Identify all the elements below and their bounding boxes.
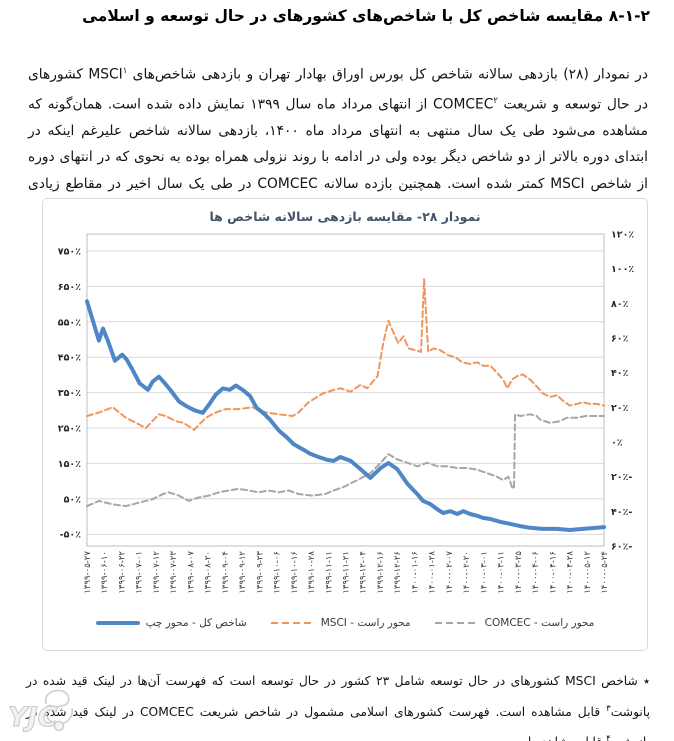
series-line-شاخص-کل (85, 299, 606, 532)
right-axis-tick-label: ۸۰٪ (611, 299, 629, 310)
x-axis-tick-label: ۱۴۰۰-۰۵-۱۲ (583, 551, 593, 594)
legend-label-comcec: محور راست - COMCEC (484, 617, 595, 629)
x-axis-tick-label: ۱۳۹۹-۰۶-۲۲ (117, 551, 127, 594)
x-axis-tick-label: ۱۳۹۹-۰۷-۲۳ (169, 551, 179, 594)
series-line-comcec (86, 413, 605, 508)
legend-label-msci: محور راست - MSCI (320, 617, 411, 629)
x-axis-tick-label: ۱۳۹۹-۰۸-۲۰ (204, 551, 214, 594)
x-axis-tick-label: ۱۴۰۰-۰۱-۲۸ (428, 551, 438, 594)
body-text-segment: کشورهای در حال توسعه و شریعت COMCEC (28, 66, 648, 113)
body-text-segment: در نمودار (۲۸) بازدهی سالانه شاخص کل بور… (88, 66, 648, 83)
footnote-text-segment: قابل مشاهده است. (502, 735, 606, 741)
right-axis-tick-label: ۶۰٪- (611, 542, 632, 553)
yjc-watermark-logo: YJC (7, 689, 73, 734)
body-text-segment: از انتهای مرداد ماه سال ۱۳۹۹ نمایش داده … (28, 96, 648, 218)
left-axis-tick-label: ۵۵۰٪ (58, 317, 81, 328)
chart-legend: شاخص کل - محور چپ محور راست - MSCI محور … (43, 617, 647, 629)
chart-plot-area: ۷۵۰٪ ۶۵۰٪ ۵۵۰٪ ۴۵۰٪ ۳۵۰٪ ۲۵۰٪ ۱۵۰٪ ۵۰٪ -۵۰٪ ۱۲۰٪ ۱… (58, 230, 635, 594)
series-line-msci (86, 278, 605, 431)
x-axis-tick-label: ۱۴۰۰-۰۵-۲۴ (600, 551, 610, 594)
footnote-ref-1: ۱ (122, 65, 128, 76)
x-axis-tick-label: ۱۳۹۹-۱۰-۰۶ (273, 551, 283, 594)
left-axis-tick-label: ۲۵۰٪ (58, 424, 81, 435)
footnote-text-segment: ٭ شاخص MSCI کشورهای در حال توسعه شامل ۲۳… (26, 674, 651, 719)
x-axis-tick-label: ۱۴۰۰-۰۲-۲۰ (462, 551, 472, 594)
left-axis-tick-label: ۵۰٪ (64, 494, 82, 505)
right-axis-tick-label: ۰٪ (611, 438, 623, 449)
x-axis-tick-label: ۱۴۰۰-۰۲-۰۷ (445, 551, 455, 594)
left-axis-tick-label: -۵۰٪ (60, 530, 82, 541)
x-axis-tick-label: ۱۳۹۹-۰۹-۲۳ (255, 551, 265, 594)
x-axis-tick-label: ۱۳۹۹-۱۱-۲۱ (342, 551, 352, 594)
x-axis-tick-label: ۱۴۰۰-۰۴-۰۶ (531, 551, 541, 594)
body-paragraph: در نمودار (۲۸) بازدهی سالانه شاخص کل بور… (28, 58, 648, 224)
x-axis-tick-label: ۱۳۹۹-۰۷-۱۲ (152, 551, 162, 594)
chart-title: نمودار ۲۸- مقایسه بازدهی سالانه شاخص ها (209, 209, 481, 224)
right-axis-tick-label: ۲۰٪- (611, 472, 632, 483)
legend-item-msci: محور راست - MSCI (270, 617, 411, 629)
x-axis-tick-label: ۱۳۹۹-۱۱-۱۱ (324, 551, 334, 594)
right-axis-tick-label: ۱۲۰٪ (611, 230, 634, 241)
legend-swatch-comcec (434, 621, 479, 625)
footnote-text-segment: قابل مشاهده است. فهرست کشورهای اسلامی مش… (26, 704, 650, 741)
watermark-text: YJC (8, 702, 58, 733)
chart-figure: نمودار ۲۸- مقایسه بازدهی سالانه شاخص ها … (42, 198, 648, 651)
legend-swatch-msci (270, 621, 315, 625)
x-axis-tick-label: ۱۳۹۹-۰۸-۰۷ (186, 551, 196, 594)
left-axis-tick-label: ۱۵۰٪ (58, 459, 81, 470)
x-axis-tick-label: ۱۳۹۹-۱۰-۱۶ (290, 551, 300, 594)
x-axis-tick-label: ۱۴۰۰-۰۳-۰۱ (479, 551, 489, 594)
x-axis-tick-label: ۱۴۰۰-۰۳-۱۱ (497, 551, 507, 594)
footnote-ref-4: ۴ (606, 734, 611, 741)
left-axis-tick-label: ۷۵۰٪ (58, 247, 81, 258)
right-axis-tick-label: ۶۰٪ (611, 334, 629, 345)
right-axis-tick-label: ۴۰٪ (611, 368, 629, 379)
legend-item-comcec: محور راست - COMCEC (434, 617, 595, 629)
x-axis-tick-label: ۱۴۰۰-۰۱-۱۶ (410, 551, 420, 594)
left-axis-tick-label: ۴۵۰٪ (58, 353, 81, 364)
left-axis-tick-label: ۳۵۰٪ (58, 388, 81, 399)
x-axis-tick-label: ۱۳۹۹-۱۲-۱۶ (376, 551, 386, 594)
left-axis-tick-label: ۶۵۰٪ (58, 282, 81, 293)
x-axis-tick-label: ۱۳۹۹-۱۲-۲۶ (393, 551, 403, 594)
footnotes: ٭ شاخص MSCI کشورهای در حال توسعه شامل ۲۳… (26, 668, 650, 741)
right-axis-tick-label: ۲۰٪ (611, 403, 629, 414)
x-axis-tick-label: ۱۳۹۹-۱۲-۰۴ (359, 551, 369, 594)
x-axis-tick-label: ۱۴۰۰-۰۳-۲۵ (514, 551, 524, 594)
x-axis-tick-label: ۱۳۹۹-۰۹-۰۴ (221, 551, 231, 594)
footnote-ref-3: ۳ (606, 703, 611, 714)
x-axis-tick-label: ۱۳۹۹-۰۷-۰۱ (135, 551, 145, 594)
plot-border (86, 233, 605, 547)
right-axis-tick-label: ۴۰٪- (611, 507, 632, 518)
legend-item-total-index: شاخص کل - محور چپ (95, 617, 247, 629)
x-axis-tick-label: ۱۳۹۹-۰۹-۱۲ (238, 551, 248, 594)
x-axis-tick-label: ۱۳۹۹-۰۵-۲۷ (83, 551, 93, 594)
legend-swatch-total-index (95, 621, 140, 625)
section-heading: ۸-۱-۲ مقایسه شاخص کل با شاخص‌های کشورهای… (82, 7, 650, 25)
right-axis-tick-label: ۱۰۰٪ (611, 264, 634, 275)
x-axis-tick-label: ۱۳۹۹-۰۶-۱۰ (100, 551, 110, 594)
x-axis-tick-label: ۱۴۰۰-۰۴-۲۸ (566, 551, 576, 594)
footnote-ref-2: ۲ (493, 95, 498, 106)
x-axis-tick-label: ۱۳۹۹-۱۰-۲۸ (307, 551, 317, 594)
x-axis-tick-label: ۱۴۰۰-۰۴-۱۶ (548, 551, 558, 594)
legend-label-total-index: شاخص کل - محور چپ (145, 617, 247, 629)
